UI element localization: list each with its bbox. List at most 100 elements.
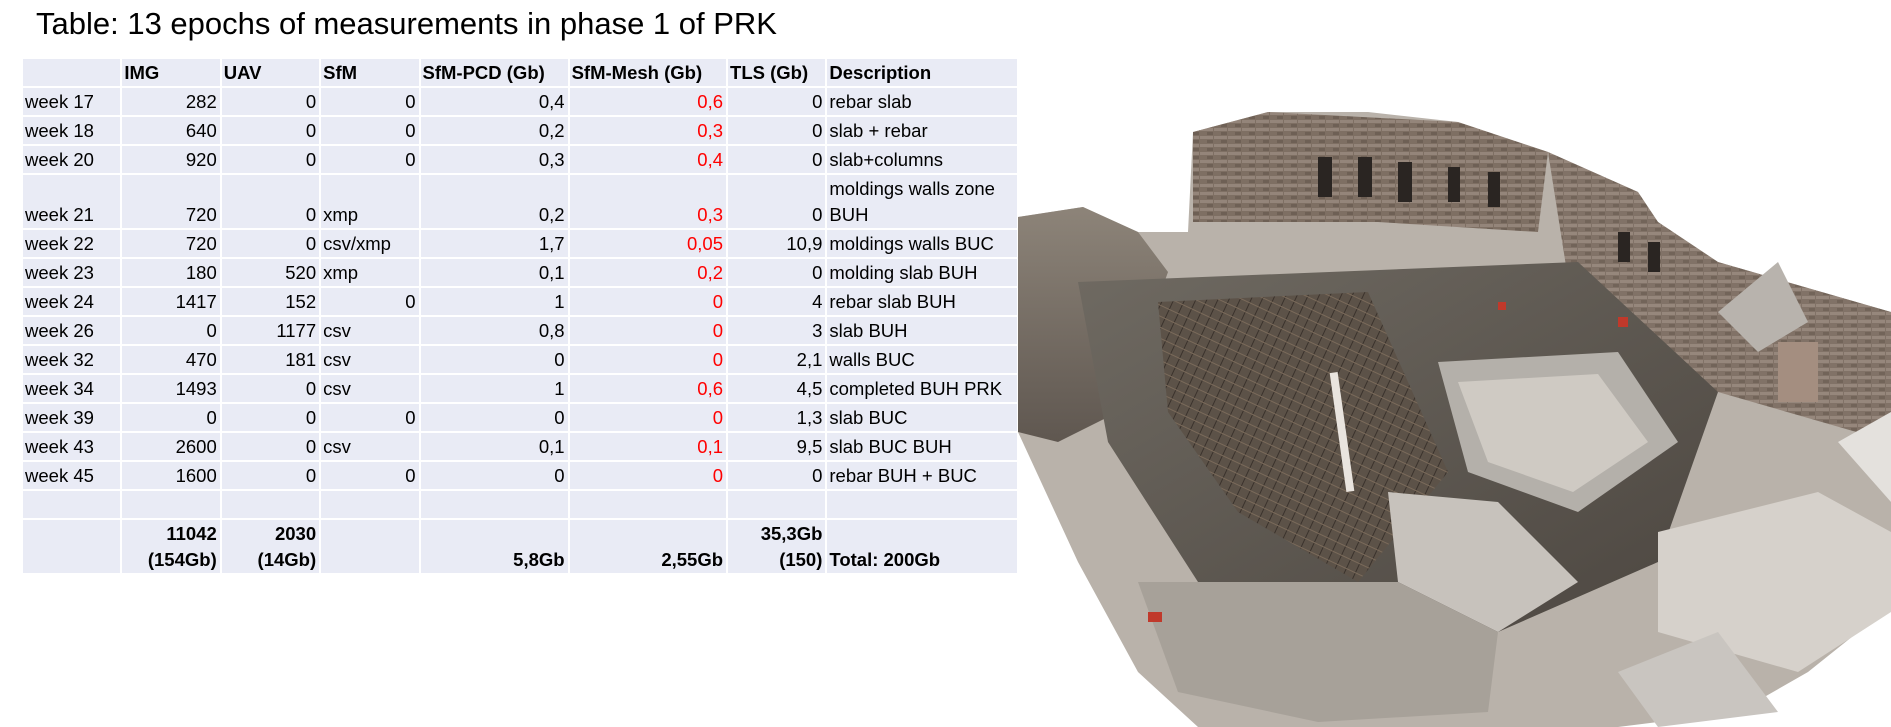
- week-cell: week 18: [23, 117, 121, 144]
- totals-empty: [23, 520, 121, 573]
- img-cell: 1600: [122, 462, 220, 489]
- sfm-mesh-cell: 0,2: [569, 259, 727, 286]
- sfm-pcd-cell: 0: [420, 346, 568, 373]
- description-cell: molding slab BUH: [827, 259, 1017, 286]
- total-uav-count: 2030: [274, 523, 317, 544]
- sfm-pcd-cell: 0: [420, 404, 568, 431]
- uav-cell: 0: [221, 117, 320, 144]
- total-tls-size: 35,3Gb: [760, 523, 823, 544]
- sfm-cell: csv: [321, 346, 419, 373]
- header-row: IMG UAV SfM SfM-PCD (Gb) SfM-Mesh (Gb) T…: [23, 59, 1017, 86]
- img-cell: 282: [122, 88, 220, 115]
- sfm-pcd-cell: 1: [420, 375, 568, 402]
- front-wall: [1138, 582, 1498, 722]
- tls-cell: 0: [728, 259, 826, 286]
- week-cell: week 21: [23, 175, 121, 228]
- tls-cell: 4,5: [728, 375, 826, 402]
- sfm-pcd-cell: 1: [420, 288, 568, 315]
- sfm-pcd-cell: 0,2: [420, 175, 568, 228]
- sfm-mesh-cell: 0,6: [569, 88, 727, 115]
- description-cell: slab BUC BUH: [827, 433, 1017, 460]
- description-cell: rebar slab BUH: [827, 288, 1017, 315]
- header-week: [23, 59, 121, 86]
- header-description: Description: [827, 59, 1017, 86]
- uav-cell: 520: [221, 259, 320, 286]
- header-sfm-mesh: SfM-Mesh (Gb): [569, 59, 727, 86]
- description-cell: slab BUH: [827, 317, 1017, 344]
- sfm-cell: 0: [321, 404, 419, 431]
- description-cell: rebar BUH + BUC: [827, 462, 1017, 489]
- total-uav: 2030 (14Gb): [221, 520, 320, 573]
- point-cloud-render: [1018, 112, 1891, 727]
- tls-cell: 0: [728, 88, 826, 115]
- description-cell: completed BUH PRK: [827, 375, 1017, 402]
- sfm-pcd-cell: 0,4: [420, 88, 568, 115]
- table-row: week 22 720 0 csv/xmp 1,7 0,05 10,9 moldings wa…: [23, 230, 1017, 257]
- header-img: IMG: [122, 59, 220, 86]
- sfm-mesh-cell: 0,05: [569, 230, 727, 257]
- sfm-cell: 0: [321, 117, 419, 144]
- table-row: week 21 720 0 xmp 0,2 0,3 0 moldings walls zone…: [23, 175, 1017, 228]
- week-cell: week 22: [23, 230, 121, 257]
- description-cell: walls BUC: [827, 346, 1017, 373]
- img-cell: 0: [122, 317, 220, 344]
- total-uav-size: (14Gb): [257, 549, 317, 570]
- sfm-cell: 0: [321, 146, 419, 173]
- img-cell: 640: [122, 117, 220, 144]
- sfm-cell: csv/xmp: [321, 230, 419, 257]
- table-row: week 18 640 0 0 0,2 0,3 0 slab + rebar: [23, 117, 1017, 144]
- uav-cell: 0: [221, 462, 320, 489]
- table-row: week 39 0 0 0 0 0 1,3 slab BUC: [23, 404, 1017, 431]
- uav-cell: 0: [221, 433, 320, 460]
- sfm-cell: 0: [321, 462, 419, 489]
- total-sfm-pcd: 5,8Gb: [420, 520, 568, 573]
- sfm-mesh-cell: 0,6: [569, 375, 727, 402]
- measurements-table: IMG UAV SfM SfM-PCD (Gb) SfM-Mesh (Gb) T…: [21, 57, 1019, 575]
- uav-cell: 181: [221, 346, 320, 373]
- uav-cell: 1177: [221, 317, 320, 344]
- table-row: week 32 470 181 csv 0 0 2,1 walls BUC: [23, 346, 1017, 373]
- sfm-pcd-cell: 1,7: [420, 230, 568, 257]
- table-row: week 24 1417 152 0 1 0 4 rebar slab BUH: [23, 288, 1017, 315]
- sfm-mesh-cell: 0,1: [569, 433, 727, 460]
- week-cell: week 24: [23, 288, 121, 315]
- sfm-pcd-cell: 0,1: [420, 259, 568, 286]
- sfm-mesh-cell: 0: [569, 462, 727, 489]
- header-sfm: SfM: [321, 59, 419, 86]
- week-cell: week 26: [23, 317, 121, 344]
- sfm-pcd-cell: 0,2: [420, 117, 568, 144]
- uav-cell: 152: [221, 288, 320, 315]
- week-cell: week 39: [23, 404, 121, 431]
- description-cell: slab + rebar: [827, 117, 1017, 144]
- description-cell: moldings walls zone BUH: [827, 175, 1017, 228]
- table-row: week 45 1600 0 0 0 0 0 rebar BUH + BUC: [23, 462, 1017, 489]
- total-sfm-mesh: 2,55Gb: [569, 520, 727, 573]
- tls-cell: 0: [728, 462, 826, 489]
- uav-cell: 0: [221, 404, 320, 431]
- header-tls: TLS (Gb): [728, 59, 826, 86]
- description-cell: slab+columns: [827, 146, 1017, 173]
- table-body: week 17 282 0 0 0,4 0,6 0 rebar slab week 18 640 0…: [23, 88, 1017, 489]
- img-cell: 2600: [122, 433, 220, 460]
- sfm-mesh-cell: 0,3: [569, 175, 727, 228]
- sfm-cell: csv: [321, 433, 419, 460]
- week-cell: week 34: [23, 375, 121, 402]
- tls-cell: 9,5: [728, 433, 826, 460]
- uav-cell: 0: [221, 375, 320, 402]
- header-uav: UAV: [221, 59, 320, 86]
- img-cell: 0: [122, 404, 220, 431]
- img-cell: 470: [122, 346, 220, 373]
- tls-cell: 3: [728, 317, 826, 344]
- right-slab: [1658, 492, 1891, 672]
- tls-cell: 1,3: [728, 404, 826, 431]
- spacer-row: [23, 491, 1017, 518]
- week-cell: week 20: [23, 146, 121, 173]
- total-img-count: 11042: [166, 523, 217, 544]
- table-row: week 20 920 0 0 0,3 0,4 0 slab+columns: [23, 146, 1017, 173]
- sfm-cell: xmp: [321, 259, 419, 286]
- uav-cell: 0: [221, 88, 320, 115]
- table-row: week 17 282 0 0 0,4 0,6 0 rebar slab: [23, 88, 1017, 115]
- total-img-size: (154Gb): [147, 549, 217, 570]
- img-cell: 720: [122, 175, 220, 228]
- week-cell: week 17: [23, 88, 121, 115]
